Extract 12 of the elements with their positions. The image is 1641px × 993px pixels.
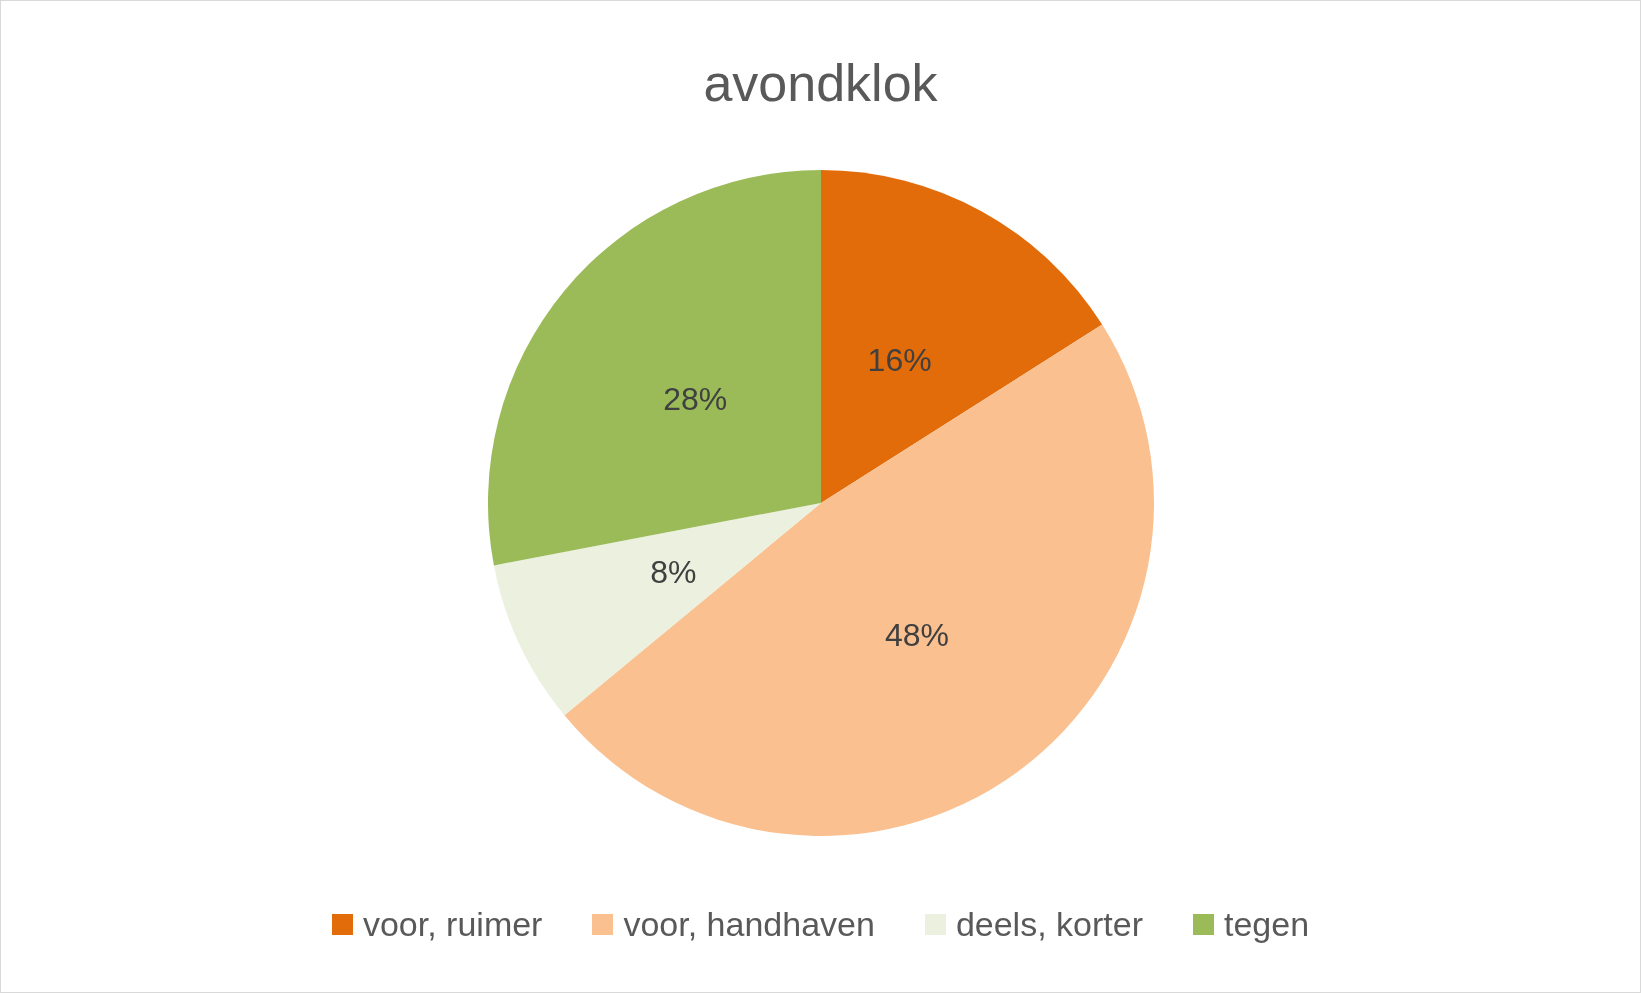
data-label: 28% — [663, 380, 728, 417]
data-label: 48% — [884, 617, 949, 654]
legend-label: voor, handhaven — [623, 905, 875, 944]
chart-title: avondklok — [702, 53, 939, 114]
legend-label: voor, ruimer — [362, 905, 543, 944]
pie-slice — [821, 170, 1103, 503]
legend-label: tegen — [1223, 905, 1310, 944]
pie-slice — [564, 324, 1154, 836]
legend-label: deels, korter — [955, 905, 1143, 944]
pie-slice — [493, 503, 821, 716]
data-label: 8% — [650, 554, 697, 591]
data-label: 16% — [867, 342, 932, 379]
